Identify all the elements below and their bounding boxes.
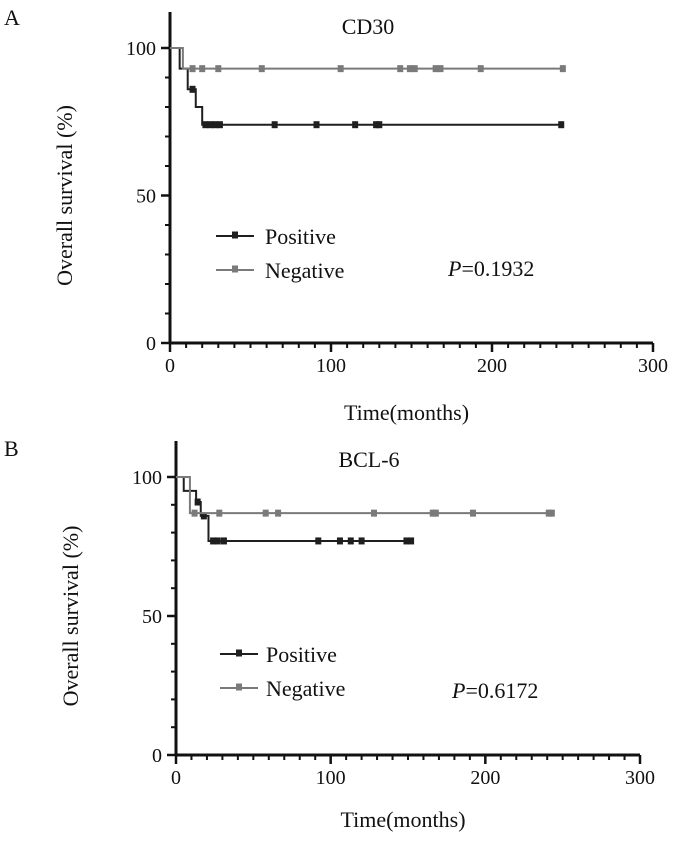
censor-mark-negative: [406, 65, 413, 73]
censor-mark-positive: [376, 121, 383, 129]
censor-mark-positive: [216, 121, 223, 129]
y-tick-label: 50: [142, 606, 162, 628]
x-axis-label: Time(months): [340, 807, 465, 832]
censor-mark-negative: [437, 65, 444, 73]
p-value-number: =0.1932: [461, 256, 534, 281]
p-value-symbol: P: [447, 256, 461, 281]
censor-mark-negative: [215, 65, 222, 73]
censor-mark-positive: [403, 537, 410, 545]
x-tick-label: 100: [316, 355, 346, 377]
censor-mark-negative: [548, 509, 555, 517]
censor-mark-positive: [347, 537, 354, 545]
legend-marker-negative: [236, 683, 242, 691]
censor-mark-negative: [429, 509, 436, 517]
x-tick-label: 0: [171, 767, 181, 789]
censor-mark-positive: [313, 121, 320, 129]
series-line-positive: [170, 47, 562, 126]
chart-title: CD30: [342, 14, 395, 39]
censor-mark-negative: [370, 509, 377, 517]
censor-mark-positive: [212, 121, 219, 129]
y-tick-label: 0: [146, 333, 156, 355]
censor-mark-negative: [191, 509, 198, 517]
y-tick-label: 0: [152, 745, 162, 767]
x-tick-label: 100: [316, 767, 346, 789]
censor-mark-positive: [214, 537, 221, 545]
censor-mark-positive: [408, 537, 415, 545]
censor-mark-negative: [432, 65, 439, 73]
legend-label-negative: Negative: [266, 676, 345, 701]
p-value-number: =0.6172: [465, 678, 538, 703]
y-axis-label: Overall survival (%): [58, 526, 83, 707]
censor-mark-negative: [258, 65, 265, 73]
series-line-negative: [170, 47, 563, 70]
chart-title: BCL-6: [338, 447, 399, 472]
censor-mark-negative: [189, 65, 196, 73]
censor-mark-negative: [337, 65, 344, 73]
censor-mark-negative: [559, 65, 566, 73]
legend-label-positive: Positive: [266, 642, 337, 667]
x-tick-label: 200: [477, 355, 507, 377]
legend-label-positive: Positive: [265, 224, 336, 249]
censor-mark-positive: [315, 537, 322, 545]
x-tick-label: 200: [470, 767, 500, 789]
legend-label-negative: Negative: [265, 258, 344, 283]
panel-letter: B: [4, 436, 19, 461]
censor-mark-positive: [271, 121, 278, 129]
censor-mark-positive: [352, 121, 359, 129]
censor-mark-positive: [189, 85, 196, 93]
censor-mark-negative: [545, 509, 552, 517]
y-tick-label: 100: [132, 467, 162, 489]
x-tick-label: 0: [165, 355, 175, 377]
y-tick-label: 50: [136, 186, 156, 208]
censor-mark-negative: [397, 65, 404, 73]
censor-mark-positive: [358, 537, 365, 545]
censor-mark-positive: [373, 121, 380, 129]
y-tick-label: 100: [126, 38, 156, 60]
censor-mark-positive: [207, 121, 214, 129]
censor-mark-positive: [210, 537, 217, 545]
censor-mark-negative: [216, 509, 223, 517]
panel-letter: A: [4, 5, 20, 30]
censor-mark-negative: [199, 65, 206, 73]
series-line-negative: [176, 476, 552, 515]
x-tick-label: 300: [625, 767, 655, 789]
p-value-symbol: P: [451, 678, 465, 703]
series-line-positive: [176, 476, 412, 542]
x-tick-label: 300: [638, 355, 668, 377]
censor-mark-positive: [558, 121, 565, 129]
y-axis-label: Overall survival (%): [52, 105, 77, 286]
censor-mark-positive: [194, 498, 201, 506]
censor-mark-positive: [202, 121, 209, 129]
p-value-annotation: P=0.1932: [447, 256, 534, 281]
censor-mark-negative: [432, 509, 439, 517]
censor-mark-positive: [336, 537, 343, 545]
censor-mark-positive: [220, 537, 227, 545]
x-axis-label: Time(months): [344, 400, 469, 425]
legend-marker-negative: [232, 265, 238, 273]
legend-marker-positive: [232, 231, 238, 239]
censor-mark-negative: [477, 65, 484, 73]
censor-mark-negative: [275, 509, 282, 517]
censor-mark-negative: [262, 509, 269, 517]
censor-mark-positive: [200, 512, 207, 520]
panel-a: A CD30 0 100 200 300 0 50 100 Time(months) Overall…: [4, 5, 668, 425]
censor-mark-negative: [411, 65, 418, 73]
p-value-annotation: P=0.6172: [451, 678, 538, 703]
censor-mark-negative: [469, 509, 476, 517]
panel-b: B BCL-6 0 100 200 300 0 50 100 Time(months) Overal…: [4, 436, 655, 832]
legend-marker-positive: [236, 649, 242, 657]
